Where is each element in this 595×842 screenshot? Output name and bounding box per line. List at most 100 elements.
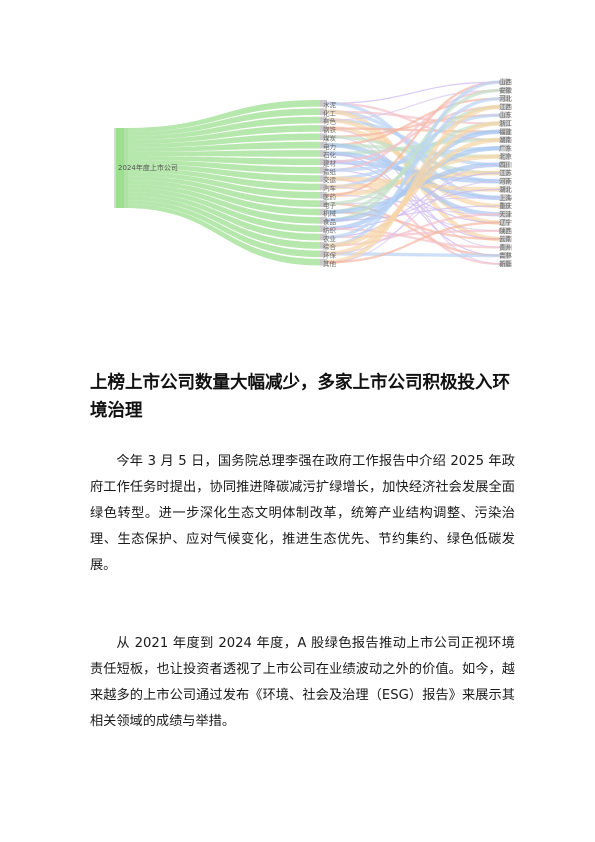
target-node-label: 吉林 xyxy=(499,251,513,260)
middle-node xyxy=(320,233,327,241)
middle-node-label: 石化 xyxy=(323,150,337,159)
middle-node xyxy=(320,108,327,116)
middle-node-label: 医药 xyxy=(323,192,337,201)
target-node-label: 广东 xyxy=(499,143,513,152)
flow-link-1-0 xyxy=(326,110,501,125)
paragraph-2: 从 2021 年度到 2024 年度，A 股绿色报告推动上市公司正视环境责任短板… xyxy=(90,636,515,729)
target-node xyxy=(500,260,510,267)
middle-node-label: 食品 xyxy=(323,217,336,226)
flow-link-10-0 xyxy=(326,113,501,189)
target-node-label: 江苏 xyxy=(499,168,513,177)
target-node xyxy=(500,194,510,201)
target-node-label: 浙江 xyxy=(499,119,513,128)
target-node xyxy=(500,177,510,185)
flow-source-19 xyxy=(124,204,320,266)
middle-node-label: 建材 xyxy=(323,159,337,168)
middle-node xyxy=(320,133,327,141)
flow-link-2-2 xyxy=(326,89,501,121)
flow-source-7 xyxy=(124,156,320,166)
target-node-label: 陕西 xyxy=(499,226,513,235)
sankey-chart: 水泥化工有色钢铁煤炭电力石化建材造纸交运汽车医药电子机械食品纺织农业综合环保其他… xyxy=(114,77,513,268)
middle-node xyxy=(320,150,327,157)
flow-link-14-0 xyxy=(326,88,501,223)
flow-source-12 xyxy=(124,176,320,207)
middle-node-label: 化工 xyxy=(323,108,337,117)
middle-node xyxy=(320,258,327,266)
flow-link-7-0 xyxy=(326,159,501,184)
target-node xyxy=(500,243,510,251)
middle-node xyxy=(320,217,327,224)
flow-link-16-0 xyxy=(326,172,501,238)
flow-link-11-2 xyxy=(326,80,501,197)
middle-node-label: 造纸 xyxy=(323,167,337,176)
flow-source-8 xyxy=(124,160,320,174)
source-node-label: 2024年度上市公司 xyxy=(118,163,178,172)
target-node-label: 天津 xyxy=(499,210,513,218)
middle-node-label: 其他 xyxy=(323,259,337,268)
middle-node xyxy=(320,166,327,174)
target-node-label: 福建 xyxy=(499,127,513,136)
target-node-label: 新疆 xyxy=(499,259,513,268)
flow-source-14 xyxy=(124,184,320,224)
target-node-label: 山东 xyxy=(499,110,513,119)
target-node xyxy=(500,144,510,152)
flow-link-16-1 xyxy=(326,229,501,239)
middle-node xyxy=(320,158,327,166)
target-node xyxy=(500,152,510,160)
flow-source-3 xyxy=(124,125,320,144)
flow-link-15-1 xyxy=(326,188,501,230)
flow-link-11-0 xyxy=(326,154,501,198)
target-node-label: 四川 xyxy=(499,161,512,169)
flow-source-17 xyxy=(124,196,320,249)
middle-node-label: 综合 xyxy=(323,242,337,251)
flow-source-4 xyxy=(124,133,320,148)
target-node xyxy=(500,185,510,193)
middle-node xyxy=(320,208,327,216)
flow-source-9 xyxy=(124,164,320,182)
target-node-label: 贵州 xyxy=(499,242,512,251)
middle-node-label: 汽车 xyxy=(323,184,337,193)
flow-link-8-0 xyxy=(326,169,501,224)
middle-node xyxy=(320,225,327,233)
flow-link-17-2 xyxy=(326,137,501,248)
middle-node xyxy=(320,183,327,191)
flow-link-17-0 xyxy=(326,213,501,247)
middle-node-label: 煤炭 xyxy=(323,133,337,142)
target-node-label: 云南 xyxy=(499,234,513,243)
target-node xyxy=(500,86,510,94)
flow-source-2 xyxy=(124,116,320,140)
middle-node-label: 机械 xyxy=(323,209,337,218)
target-node-label: 江西 xyxy=(499,103,513,111)
target-node-label: 重庆 xyxy=(499,201,513,210)
flow-link-6-0 xyxy=(326,138,501,156)
flow-source-18 xyxy=(124,200,320,258)
middle-node xyxy=(320,141,327,149)
flow-source-16 xyxy=(124,192,320,241)
middle-node-label: 水泥 xyxy=(323,100,337,109)
target-node xyxy=(500,161,510,168)
target-node xyxy=(500,227,510,234)
flow-source-10 xyxy=(124,168,320,191)
target-node xyxy=(500,103,510,111)
target-node xyxy=(500,169,510,177)
middle-node-label: 电力 xyxy=(323,142,336,151)
middle-node xyxy=(320,242,327,249)
target-node xyxy=(500,210,510,218)
flow-link-19-2 xyxy=(326,221,501,264)
flow-source-5 xyxy=(124,141,320,152)
flow-link-19-1 xyxy=(326,164,501,263)
target-node xyxy=(500,119,510,127)
flow-link-19-0 xyxy=(326,104,501,265)
flow-link-17-1 xyxy=(326,80,501,248)
flow-link-0-0 xyxy=(326,81,501,104)
flow-source-13 xyxy=(124,180,320,216)
source-node xyxy=(116,128,124,208)
middle-node xyxy=(320,175,327,182)
target-node xyxy=(500,111,510,119)
target-node-label: 河北 xyxy=(499,95,513,103)
target-node xyxy=(500,235,510,243)
section-heading: 上榜上市公司数量大幅减少，多家上市公司积极投入环境治理 xyxy=(90,373,510,421)
target-node-label: 北京 xyxy=(499,152,513,161)
flow-link-7-2 xyxy=(326,105,501,163)
flow-source-0 xyxy=(124,100,320,132)
